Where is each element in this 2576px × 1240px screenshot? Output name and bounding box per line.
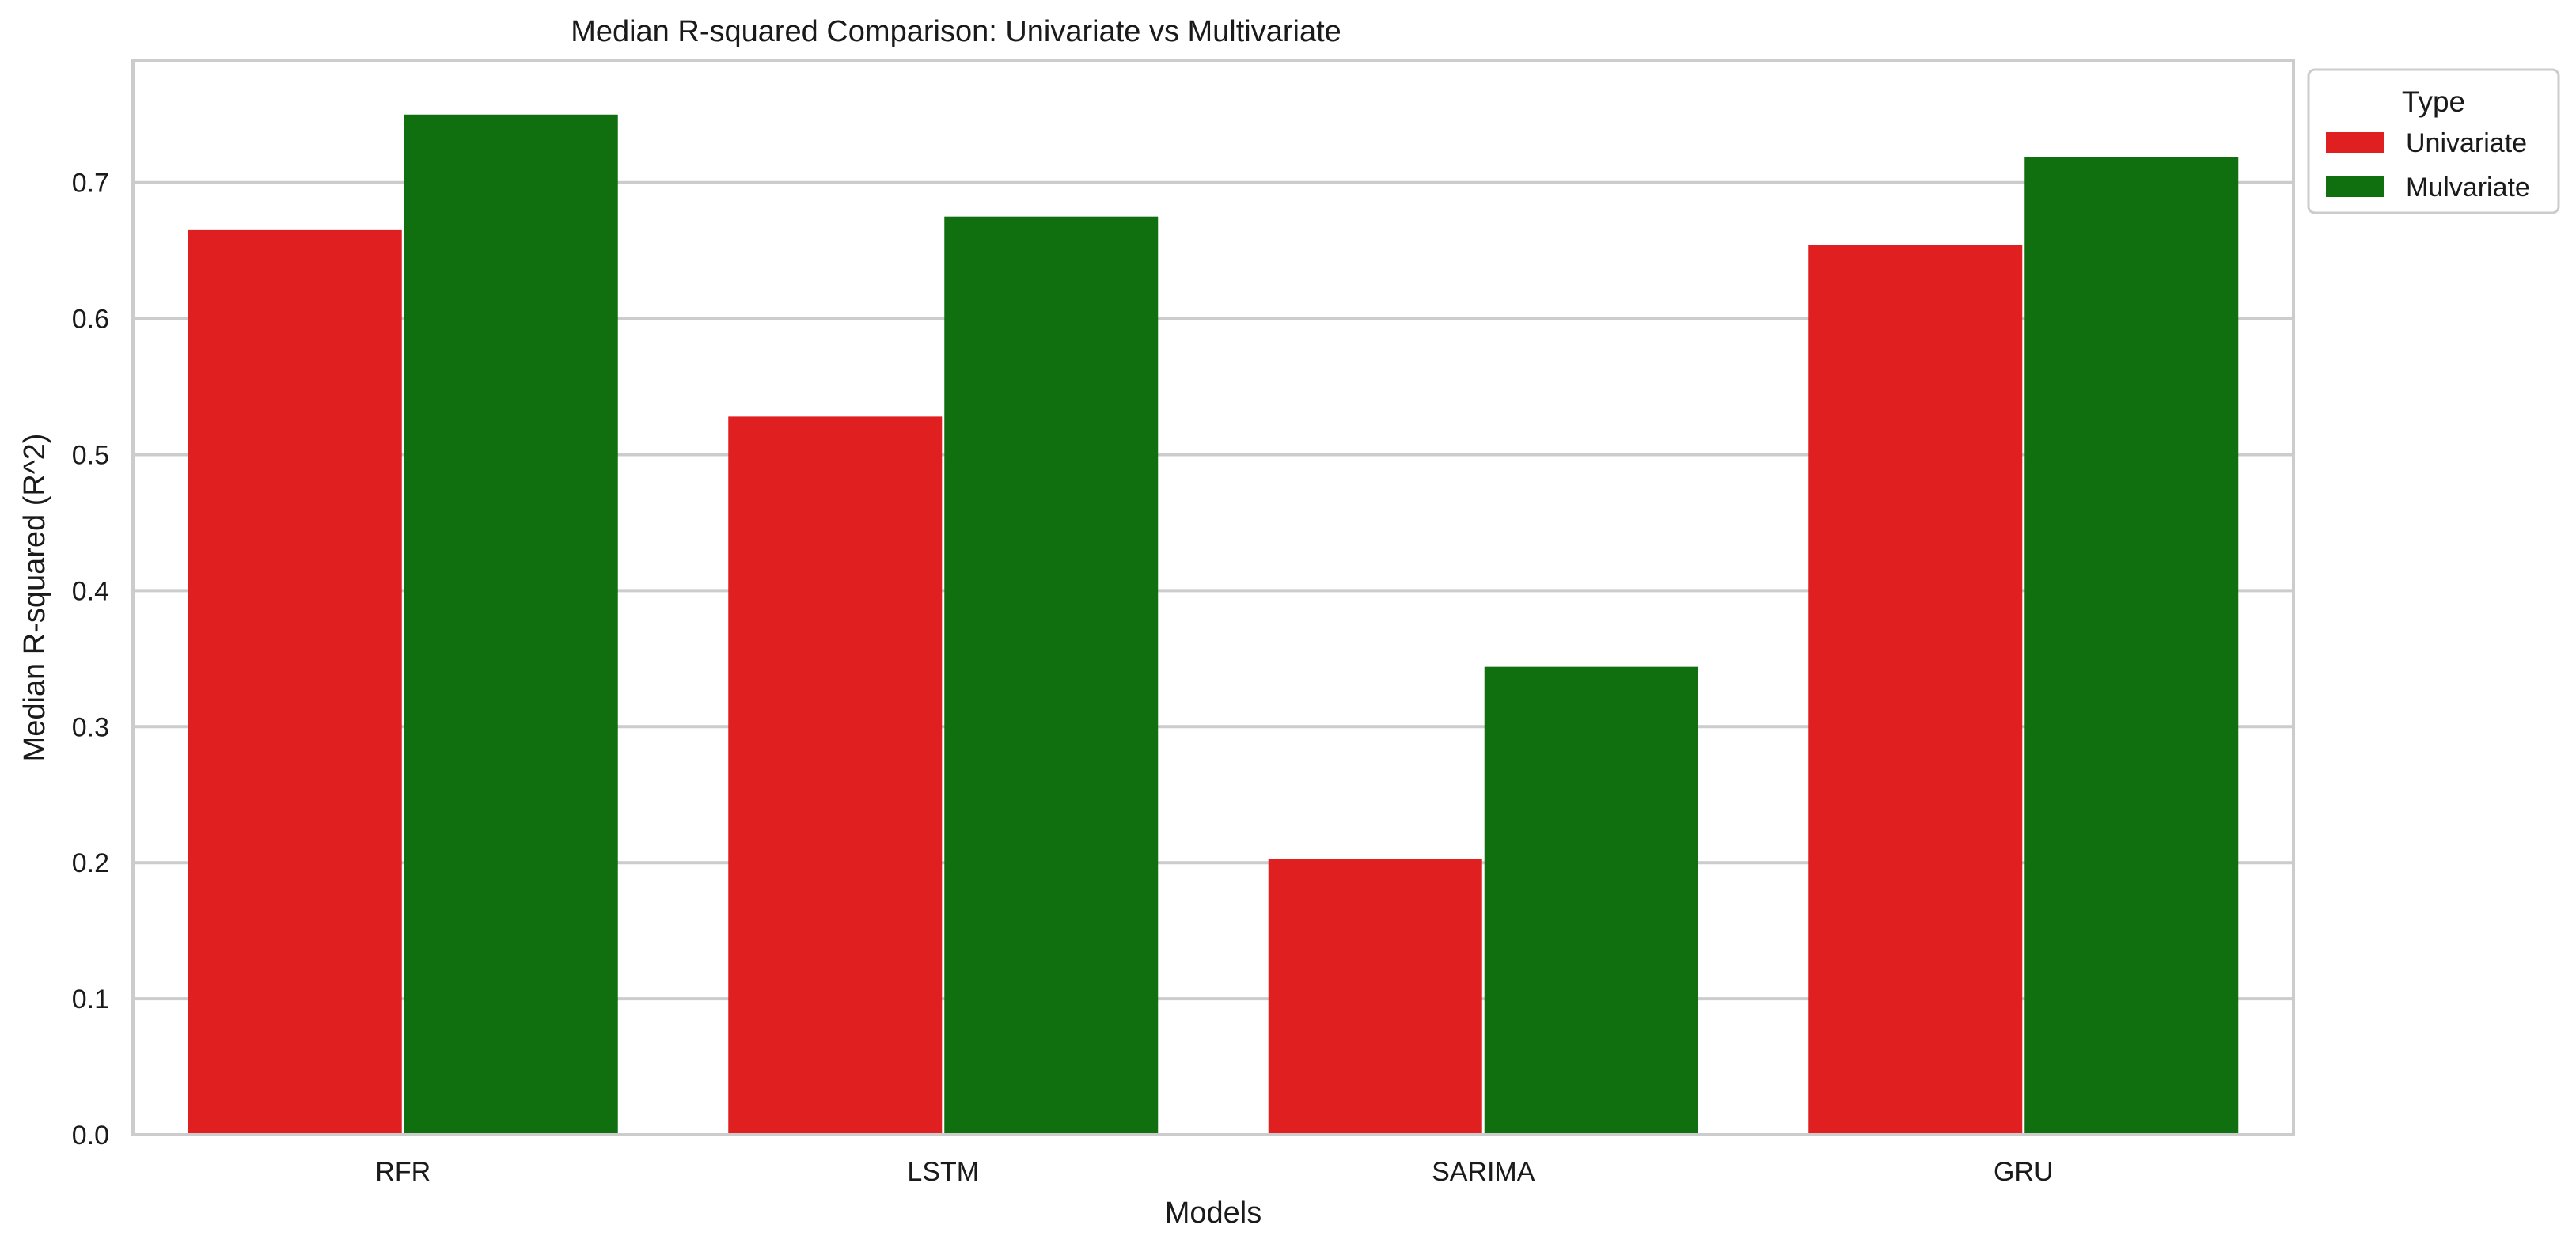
bar-rfr-mulvariate xyxy=(404,114,618,1135)
chart-title: Median R-squared Comparison: Univariate … xyxy=(571,15,1341,48)
y-tick-label: 0.4 xyxy=(72,576,109,606)
x-tick-label: GRU xyxy=(1994,1157,2054,1187)
y-axis-label: Median R-squared (R^2) xyxy=(18,434,51,762)
legend-label: Mulvariate xyxy=(2406,173,2530,203)
x-tick-label: SARIMA xyxy=(1432,1157,1535,1187)
y-tick-label: 0.2 xyxy=(72,848,109,878)
legend-swatch-univariate xyxy=(2326,132,2384,153)
legend-title: Type xyxy=(2402,85,2465,118)
plot-frame xyxy=(131,59,2295,1136)
y-tick-label: 0.1 xyxy=(72,984,109,1014)
bar-gru-mulvariate xyxy=(2024,157,2239,1135)
bar-lstm-mulvariate xyxy=(944,216,1159,1135)
bar-rfr-univariate xyxy=(188,229,402,1135)
x-axis-label: Models xyxy=(1165,1196,1262,1230)
y-tick-label: 0.6 xyxy=(72,305,109,335)
y-tick-label: 0.0 xyxy=(72,1121,109,1151)
y-axis-ticks: 0.0 0.1 0.2 0.3 0.4 0.5 0.6 0.7 xyxy=(72,169,109,1151)
legend: Type Univariate Mulvariate xyxy=(2307,68,2560,214)
bar-sarima-univariate xyxy=(1268,859,1482,1135)
y-tick-label: 0.5 xyxy=(72,441,109,471)
legend-items: Univariate Mulvariate xyxy=(2326,128,2530,203)
bar-lstm-univariate xyxy=(728,416,943,1135)
legend-swatch-mulvariate xyxy=(2326,176,2384,197)
bars xyxy=(188,114,2239,1136)
legend-label: Univariate xyxy=(2406,128,2527,158)
y-tick-label: 0.7 xyxy=(72,169,109,199)
x-axis-ticks: RFR LSTM SARIMA GRU xyxy=(375,1157,2053,1187)
x-tick-label: LSTM xyxy=(907,1157,979,1187)
bar-sarima-mulvariate xyxy=(1484,666,1698,1135)
bar-gru-univariate xyxy=(1808,245,2023,1136)
y-tick-label: 0.3 xyxy=(72,712,109,742)
x-tick-label: RFR xyxy=(375,1157,431,1187)
